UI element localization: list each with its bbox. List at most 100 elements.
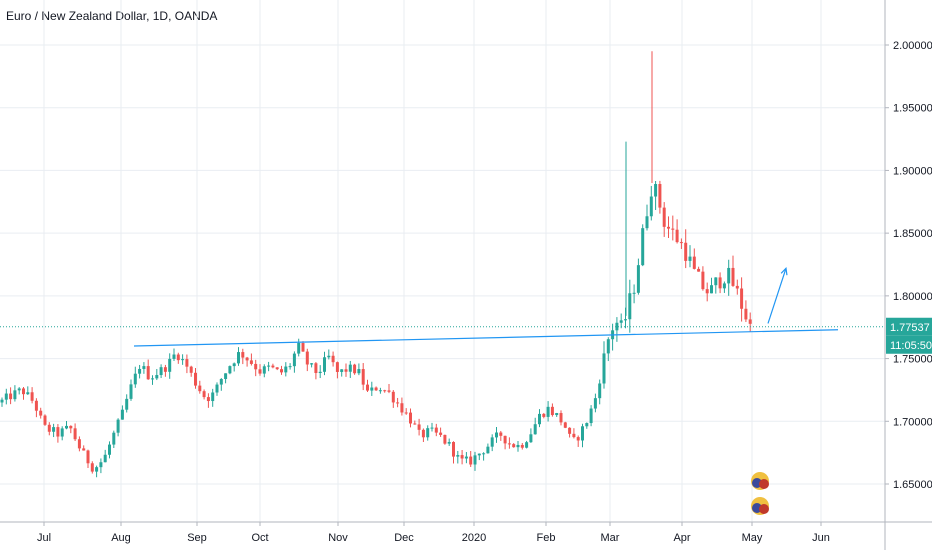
candle-body [194,372,197,386]
candle-body [357,369,361,374]
candle-body [206,397,210,402]
candle-body [447,442,451,444]
candle-body [267,365,271,367]
candle-body [198,385,202,392]
candle-body [172,354,176,359]
candle-body [421,429,425,438]
candle-body [30,392,34,401]
candle-body [404,412,408,414]
candle-body [237,352,240,364]
candle-body [383,390,387,392]
x-tick-label: Sep [187,532,207,544]
candle-body [22,388,25,395]
candle-body [73,428,77,440]
candle-body [460,455,464,459]
candles [0,51,752,478]
candle-body [262,366,266,374]
event-icon [751,472,769,490]
candle-body [69,425,73,429]
y-tick-label: 1.90000 [893,165,932,177]
candle-body [748,319,752,324]
candle-body [477,453,481,456]
candle-body [129,384,133,399]
candle-body [335,362,339,372]
candle-body [722,283,726,289]
candle-body [692,256,696,269]
y-tick-label: 1.70000 [893,416,932,428]
event-icon [751,497,769,515]
candle-body [4,393,8,400]
candle-body [185,359,189,367]
candle-body [572,433,576,438]
candle-body [628,293,632,320]
candle-body [95,467,99,472]
candle-body [331,355,335,363]
candle-body [413,423,417,425]
candle-body [503,435,507,444]
candle-body [301,343,305,352]
candle-body [525,442,529,448]
y-tick-label: 1.65000 [893,479,932,491]
x-tick-label: Aug [111,532,131,544]
candle-body [581,426,584,441]
candle-body [464,456,468,459]
candle-body [323,357,326,372]
candle-body [77,439,81,449]
y-tick-label: 1.95000 [893,103,932,115]
x-tick-label: Nov [328,532,348,544]
x-tick-label: Dec [394,532,414,544]
candle-body [310,363,314,365]
candle-body [658,184,662,208]
candle-body [654,184,658,197]
arrow-head [780,266,788,276]
candle-body [112,432,116,445]
candle-body [417,424,421,430]
candle-body [219,379,223,385]
candle-body [615,322,619,331]
candle-body [245,357,249,361]
candle-body [606,339,610,354]
candle-body [731,267,735,286]
candle-body [211,392,215,402]
candle-body [473,455,477,465]
candle-body [499,432,503,436]
event-icon-flag2 [759,504,769,514]
x-tick-label: May [742,532,763,544]
last-price-badge [886,317,932,336]
y-tick-label: 1.75000 [893,354,932,366]
candle-body [108,444,111,455]
candle-body [366,384,369,391]
candle-body [202,391,206,398]
candle-body [241,352,245,358]
candle-body [649,196,653,217]
candle-body [116,419,120,433]
candle-body [400,403,404,413]
candle-body [60,428,64,437]
candle-body [701,271,705,290]
y-tick-label: 1.80000 [893,291,932,303]
candle-body [529,434,533,443]
candle-body [181,359,185,361]
candle-body [47,424,51,432]
candle-body [232,363,236,367]
last-price-text: 1.77537 [890,322,930,334]
candle-body [490,437,494,447]
candle-body [155,375,159,379]
candle-body [34,400,38,411]
candle-body [391,391,395,403]
x-tick-label: Oct [251,532,268,544]
candle-body [516,444,520,448]
candle-body [632,292,636,294]
candle-body [486,446,490,454]
x-tick-label: Mar [601,532,620,544]
candle-body [662,207,666,227]
candle-body [138,368,142,374]
candle-body [353,364,357,374]
candle-body [645,216,649,229]
candle-body [133,373,137,385]
candle-body [215,384,219,393]
countdown-badge [886,335,932,354]
candle-body [568,427,572,434]
candle-body [598,383,602,399]
